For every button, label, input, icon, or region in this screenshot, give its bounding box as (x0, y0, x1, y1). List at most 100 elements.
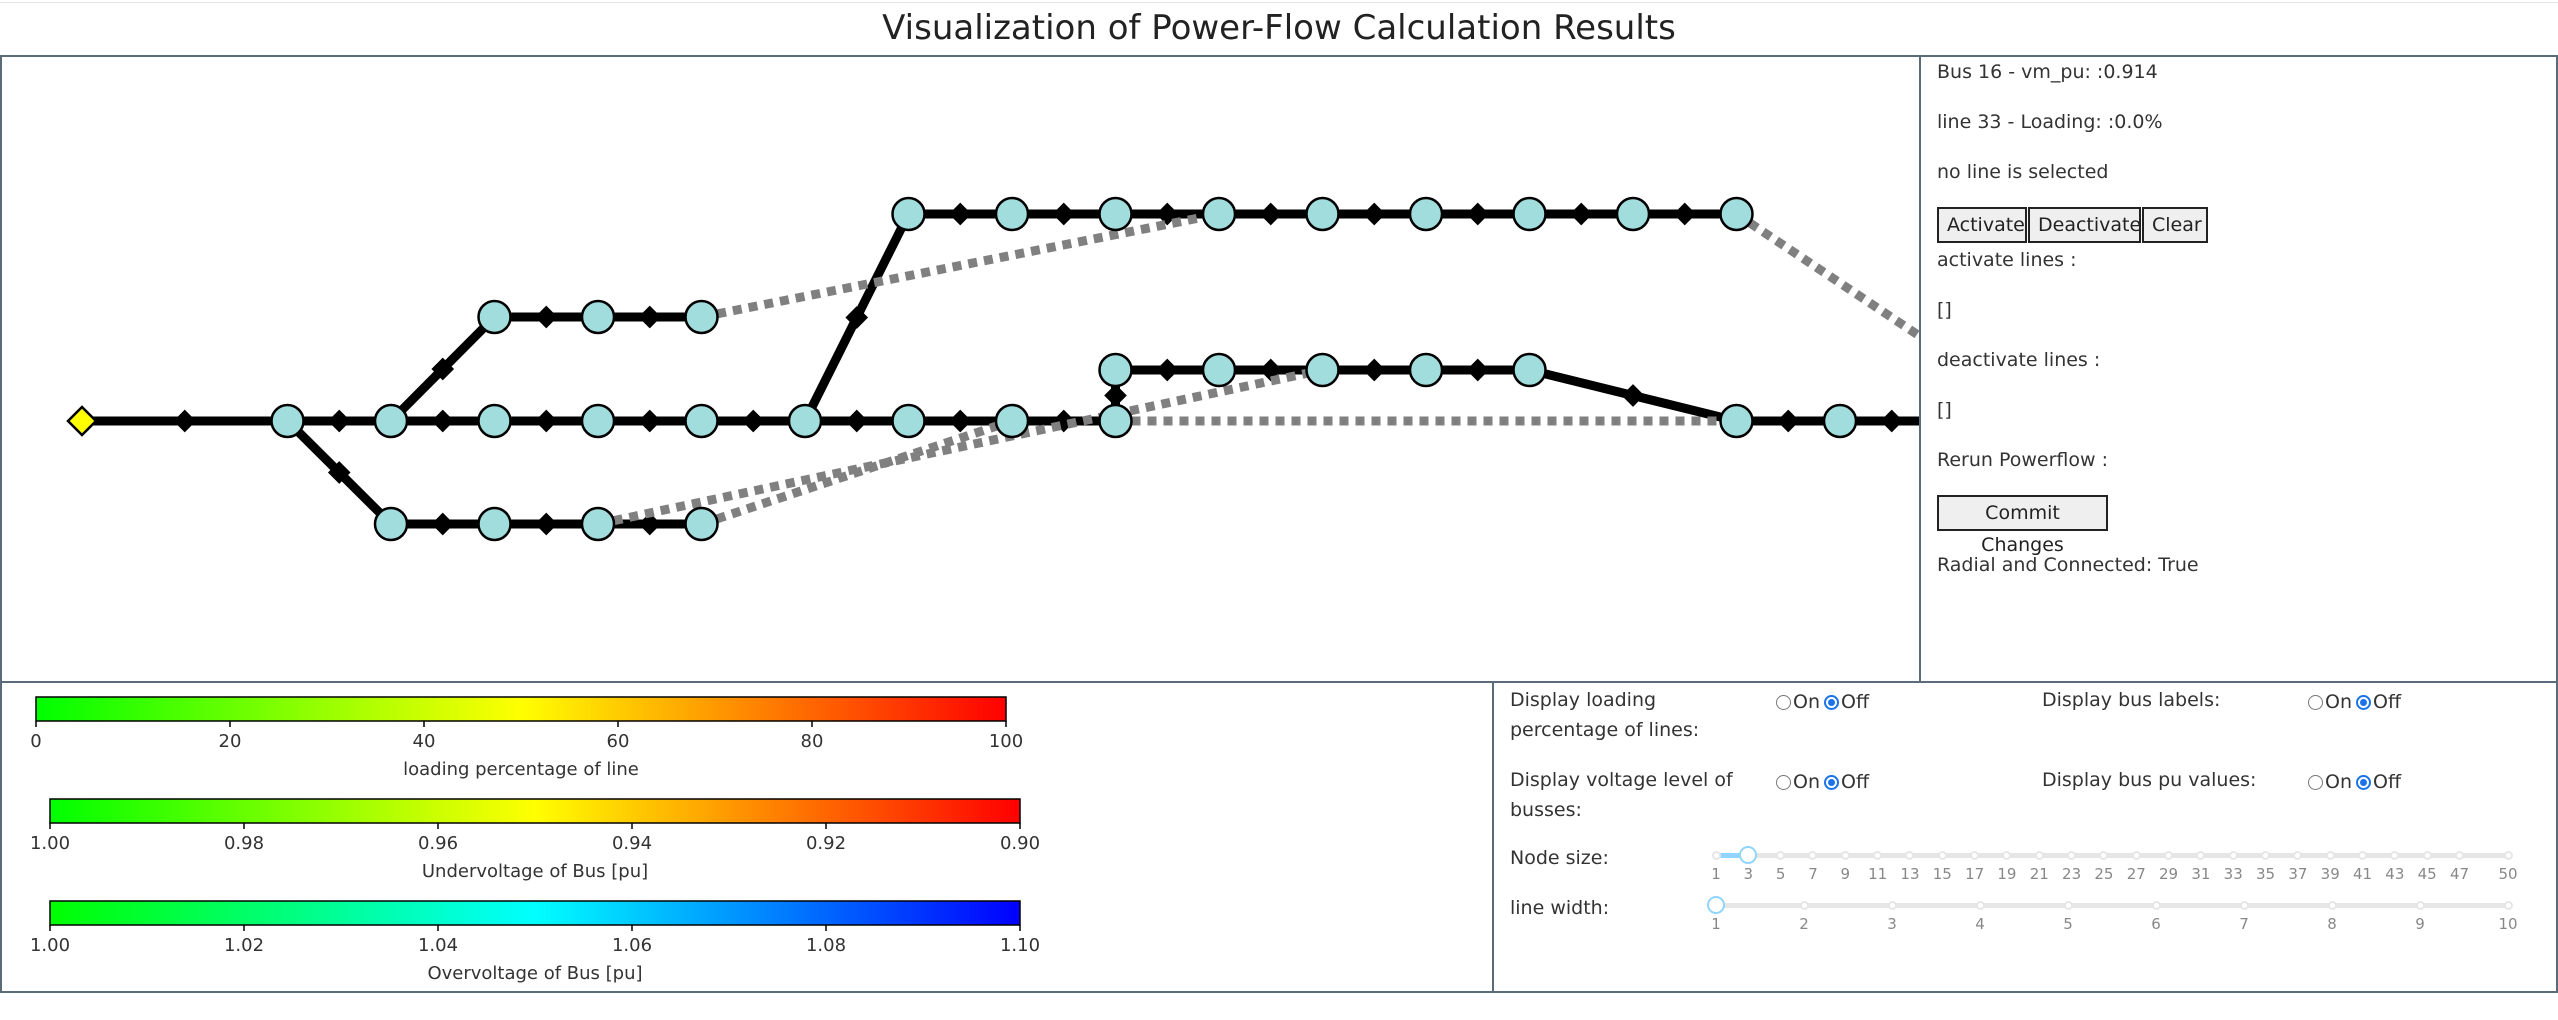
slider-mark-label: 31 (2191, 865, 2211, 883)
slider-step-dot[interactable] (1887, 901, 1897, 910)
bus-node (1512, 196, 1547, 232)
slider-step-dot[interactable] (2415, 901, 2425, 910)
loading-tick-label: 0 (30, 731, 41, 752)
bus-node (1719, 403, 1754, 439)
bus-node (684, 506, 719, 542)
slider-step-dot[interactable] (1937, 851, 1947, 860)
page-title: Visualization of Power-Flow Calculation … (882, 8, 1676, 48)
display-controls-panel: Display loading percentage of lines: On … (1492, 681, 2558, 993)
clear-button[interactable]: Clear (2142, 207, 2208, 243)
slider-step-dot[interactable] (2228, 851, 2238, 860)
bus-node (270, 403, 305, 439)
slider-mark-label: 27 (2126, 865, 2146, 883)
bus-node (1615, 196, 1651, 232)
slider-handle[interactable] (1739, 846, 1758, 864)
network-graph-panel[interactable] (0, 55, 1921, 683)
overvoltage-tick-label: 1.04 (418, 935, 458, 956)
slider-track[interactable] (1716, 903, 2508, 908)
deactivate-button[interactable]: Deactivate (2028, 207, 2141, 243)
slider-step-dot[interactable] (1776, 851, 1786, 860)
slider-step-dot[interactable] (2164, 851, 2174, 860)
slider-step-dot[interactable] (2503, 851, 2513, 860)
activate-lines-label: activate lines : (1937, 249, 2077, 271)
line-midpoint-marker (1259, 202, 1283, 226)
loading-off-radio[interactable] (1824, 694, 1839, 710)
line-midpoint-marker (1104, 384, 1127, 407)
inactive-power-line (597, 365, 1324, 529)
voltage-on-radio[interactable] (1776, 774, 1791, 790)
activate-button[interactable]: Activate (1937, 207, 2027, 243)
bus-labels-off-radio[interactable] (2356, 694, 2371, 710)
slider-mark-label: 47 (2449, 865, 2470, 883)
slider-mark-label: 5 (1775, 865, 1786, 883)
slider-step-dot[interactable] (2261, 851, 2271, 860)
bus-node (1305, 196, 1340, 232)
network-graph[interactable] (2, 57, 1919, 681)
slider-step-dot[interactable] (2358, 851, 2368, 860)
commit-changes-button[interactable]: Commit Changes (1937, 495, 2108, 556)
slider-step-dot[interactable] (2002, 851, 2012, 860)
slider-step-dot[interactable] (2196, 851, 2206, 860)
bus-node (994, 403, 1030, 439)
bus-node (580, 299, 616, 335)
bus-node (994, 196, 1030, 232)
slider-mark-label: 19 (1997, 865, 2017, 883)
slider-step-dot[interactable] (2503, 901, 2513, 910)
line-midpoint-marker (327, 461, 351, 484)
slider-step-dot[interactable] (2455, 851, 2464, 860)
slider-step-dot[interactable] (2099, 851, 2109, 860)
slider-step-dot[interactable] (2390, 851, 2400, 860)
slider-step-dot[interactable] (1970, 851, 1980, 860)
loading-colorbar-title: loading percentage of line (403, 759, 639, 780)
slider-step-dot[interactable] (2327, 901, 2337, 910)
slider-step-dot[interactable] (1873, 851, 1883, 860)
overvoltage-tick-label: 1.10 (1000, 935, 1040, 956)
bus-pu-off-radio[interactable] (2356, 774, 2371, 790)
slider-handle[interactable] (1707, 896, 1725, 914)
slider-mark-label: 17 (1965, 865, 1985, 883)
line-midpoint-marker (534, 512, 558, 536)
slider-mark-label: 13 (1900, 865, 1920, 883)
selection-status: no line is selected (1937, 161, 2109, 183)
bus-node (373, 403, 409, 439)
slider-step-dot[interactable] (1975, 901, 1985, 910)
slider-mark-label: 35 (2256, 865, 2276, 883)
slider-step-dot[interactable] (2293, 851, 2303, 860)
slider-step-dot[interactable] (2239, 901, 2249, 910)
bus-node (787, 403, 823, 439)
bus-labels-on-radio[interactable] (2308, 694, 2323, 710)
loading-on-radio[interactable] (1776, 694, 1791, 710)
bus-pu-on-radio[interactable] (2308, 774, 2323, 790)
slider-mark-label: 3 (1743, 865, 1754, 883)
slider-mark-label: 45 (2417, 865, 2437, 883)
slider-step-dot[interactable] (2151, 901, 2161, 910)
slider-step-dot[interactable] (2067, 851, 2077, 860)
slider-step-dot[interactable] (2034, 851, 2044, 860)
slider-step-dot[interactable] (1905, 851, 1915, 860)
bus-node (1098, 352, 1133, 388)
voltage-off-radio[interactable] (1824, 774, 1839, 790)
slider-mark-label: 37 (2288, 865, 2308, 883)
undervoltage-colorbar-title: Undervoltage of Bus [pu] (422, 861, 648, 882)
undervoltage-tick-label: 0.92 (806, 833, 846, 854)
slider-step-dot[interactable] (1799, 901, 1809, 910)
overvoltage-tick-label: 1.02 (224, 935, 264, 956)
slider-step-dot[interactable] (2063, 901, 2073, 910)
slider-step-dot[interactable] (1840, 851, 1850, 860)
bus-node (891, 403, 926, 439)
slider-track[interactable] (1716, 853, 2508, 858)
slider-step-dot[interactable] (2422, 851, 2432, 860)
line-midpoint-marker (1052, 202, 1076, 226)
inactive-power-line (1734, 210, 1919, 342)
inactive-power-line (700, 209, 1220, 322)
slider-step-dot[interactable] (1808, 851, 1818, 860)
bus-node (891, 196, 926, 232)
bus-pu-display-label: Display bus pu values: (2042, 769, 2257, 791)
line-midpoint-marker (534, 305, 558, 329)
bus-node (1098, 403, 1133, 439)
slider-step-dot[interactable] (2131, 851, 2141, 860)
slider-step-dot[interactable] (1711, 851, 1721, 860)
line-midpoint-marker (948, 202, 972, 226)
slider-step-dot[interactable] (2325, 851, 2335, 860)
bus-node (373, 506, 409, 542)
